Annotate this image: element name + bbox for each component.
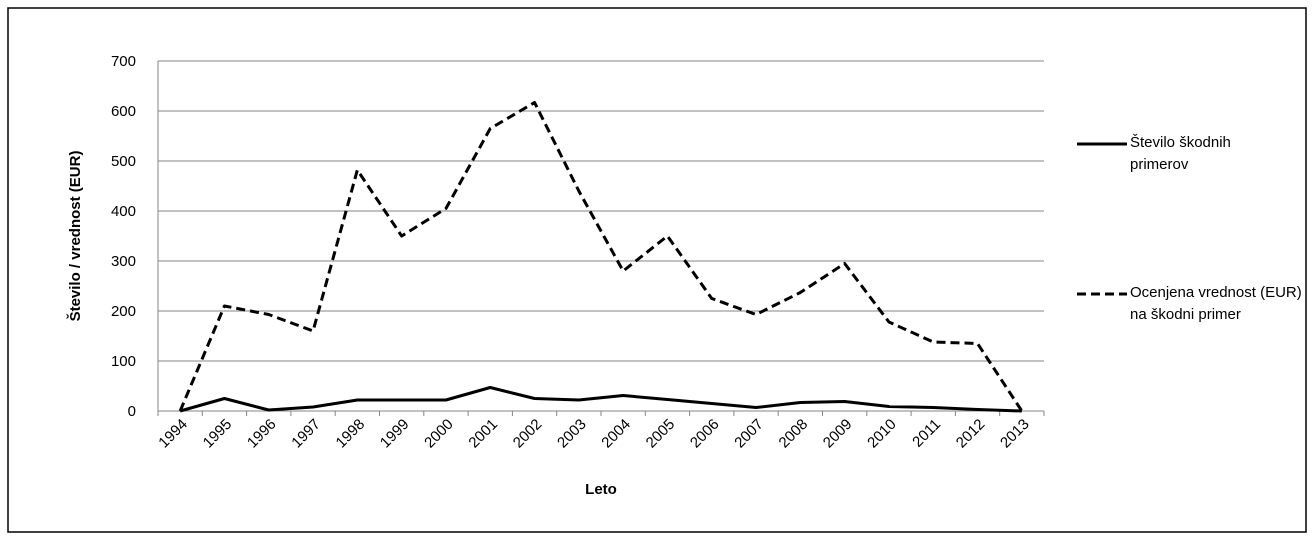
data-line	[178, 101, 1024, 412]
x-axis-title: Leto	[585, 481, 617, 498]
x-tick-label: 2004	[598, 416, 634, 452]
x-tick-label: 2006	[687, 416, 723, 452]
y-tick-label: 400	[111, 203, 136, 220]
x-tick-label: 2013	[997, 416, 1033, 452]
x-tick-label: 2007	[731, 416, 767, 452]
y-tick-label: 700	[111, 53, 136, 70]
x-tick-label: 2002	[510, 416, 546, 452]
y-axis-title: Število / vrednost (EUR)	[66, 151, 84, 322]
legend-label: Število škodnih primerov	[1130, 134, 1231, 173]
legend-label: Ocenjena vrednost (EUR) na škodni primer	[1130, 284, 1302, 323]
x-tick-label: 2011	[909, 416, 944, 451]
x-tick-label: 1995	[200, 416, 236, 452]
y-tick-label: 0	[128, 403, 136, 420]
y-tick-label: 100	[111, 353, 136, 370]
x-tick-label: 1999	[377, 416, 413, 452]
x-tick-label: 1996	[244, 416, 280, 452]
x-tick-label: 2003	[554, 416, 590, 452]
y-tick-label: 500	[111, 153, 136, 170]
x-tick-label: 1994	[155, 416, 191, 452]
x-tick-label: 1997	[288, 416, 324, 452]
y-tick-label: 200	[111, 303, 136, 320]
x-tick-label: 2000	[421, 416, 457, 452]
x-tick-label: 2001	[465, 416, 501, 452]
x-tick-label: 2005	[643, 416, 679, 452]
x-tick-label: 1998	[333, 416, 369, 452]
data-line	[179, 386, 1022, 413]
y-tick-label: 300	[111, 253, 136, 270]
frame	[7, 7, 1307, 533]
x-tick-label: 2008	[776, 416, 812, 452]
x-tick-label: 2010	[864, 416, 900, 452]
x-tick-label: 2009	[820, 416, 856, 452]
x-tick-label: 2012	[953, 416, 989, 452]
y-tick-label: 600	[111, 103, 136, 120]
